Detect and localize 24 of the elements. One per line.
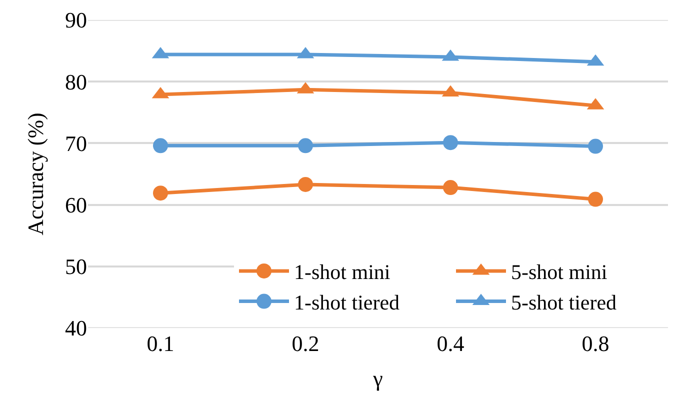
x-tick-label: 0.4 [436,331,464,356]
x-tick-label: 0.2 [292,331,320,356]
point [443,180,458,196]
y-axis-title: Accuracy (%) [22,112,48,236]
y-tick-label: 90 [65,8,87,33]
point [588,192,603,207]
legend-label: 5-shot mini [511,260,608,284]
y-tick-label: 80 [65,69,87,94]
y-tick-label: 70 [65,130,87,156]
y-tick-label: 40 [65,316,87,341]
y-tick-label: 50 [65,254,87,280]
x-tick-label: 0.1 [146,331,174,356]
legend-label: 5-shot tiered [511,290,618,314]
x-axis-title: γ [372,366,384,391]
x-tick-label: 0.8 [582,331,610,356]
point [153,138,168,154]
point [588,138,603,154]
legend-label: 1-shot mini [294,260,390,284]
point [298,138,313,154]
point [153,186,168,201]
legend-label: 1-shot tiered [294,290,400,314]
point [443,135,458,150]
y-tick-label: 60 [65,192,87,218]
point [298,176,313,192]
